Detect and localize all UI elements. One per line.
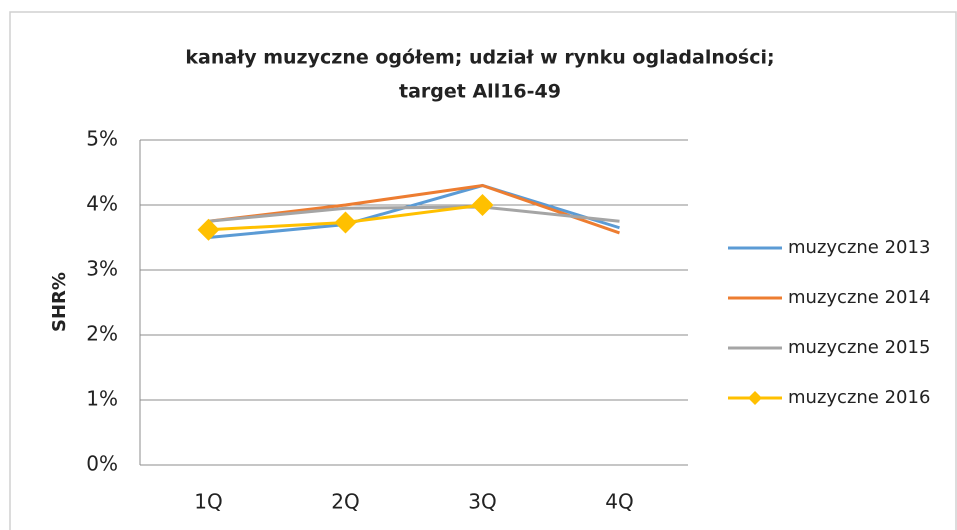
series-marker <box>197 218 220 241</box>
y-tick-label: 4% <box>86 192 118 216</box>
legend-label: muzyczne 2015 <box>788 337 930 358</box>
y-tick-label: 0% <box>86 452 118 476</box>
y-tick-label: 1% <box>86 387 118 411</box>
chart-title: kanały muzyczne ogółem; udział w rynku o… <box>185 47 774 69</box>
x-tick-label: 1Q <box>194 490 222 514</box>
y-tick-label: 3% <box>86 257 118 281</box>
chart-border <box>9 11 957 530</box>
y-tick-label: 2% <box>86 322 118 346</box>
x-tick-label: 3Q <box>468 490 496 514</box>
series-line <box>208 183 620 235</box>
x-tick-label: 2Q <box>331 490 359 514</box>
legend-label: muzyczne 2013 <box>788 237 930 258</box>
chart-title: target All16-49 <box>399 81 561 103</box>
x-tick-label: 4Q <box>605 490 633 514</box>
series-line <box>208 205 620 223</box>
y-tick-label: 5% <box>86 127 118 151</box>
series-marker <box>334 211 357 234</box>
series-marker <box>471 194 494 216</box>
legend-marker <box>748 391 762 405</box>
series-line <box>208 183 620 239</box>
y-axis-label: SHR% <box>49 272 70 332</box>
legend-label: muzyczne 2014 <box>788 287 930 308</box>
legend-label: muzyczne 2016 <box>788 387 930 408</box>
